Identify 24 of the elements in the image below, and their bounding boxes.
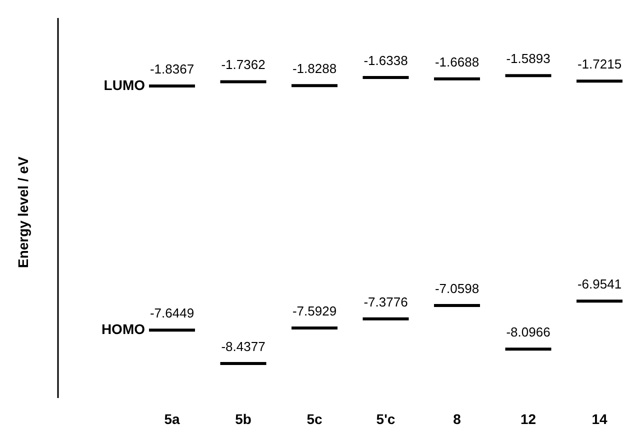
category-label: 5a bbox=[164, 410, 180, 427]
category-label: 12 bbox=[520, 410, 536, 427]
text: Energy level / eV bbox=[14, 156, 31, 268]
data-label: -1.5893 bbox=[506, 51, 550, 66]
category-label: 8 bbox=[453, 410, 462, 427]
category-label: 14 bbox=[592, 410, 608, 427]
data-label: -7.0598 bbox=[434, 281, 480, 296]
data-label: -1.8367 bbox=[150, 61, 194, 76]
category-label: 5b bbox=[235, 410, 252, 427]
data-label: -6.9541 bbox=[577, 276, 622, 292]
data-label: -7.5929 bbox=[292, 303, 337, 318]
legend-label: LUMO bbox=[104, 76, 146, 93]
category-label: 5c bbox=[306, 410, 322, 427]
legend-label: HOMO bbox=[101, 321, 146, 338]
data-label: -7.6449 bbox=[150, 306, 194, 321]
data-label: -1.8288 bbox=[292, 61, 337, 76]
data-label: -8.4377 bbox=[221, 338, 266, 354]
data-label: -8.0966 bbox=[506, 324, 550, 340]
category-label: 5'c bbox=[376, 410, 396, 427]
data-label: -1.6338 bbox=[364, 52, 408, 68]
data-label: -7.3776 bbox=[364, 294, 408, 310]
data-label: -1.6688 bbox=[434, 54, 480, 70]
data-label: -1.7362 bbox=[221, 57, 266, 72]
data-label: -1.7215 bbox=[577, 56, 622, 72]
